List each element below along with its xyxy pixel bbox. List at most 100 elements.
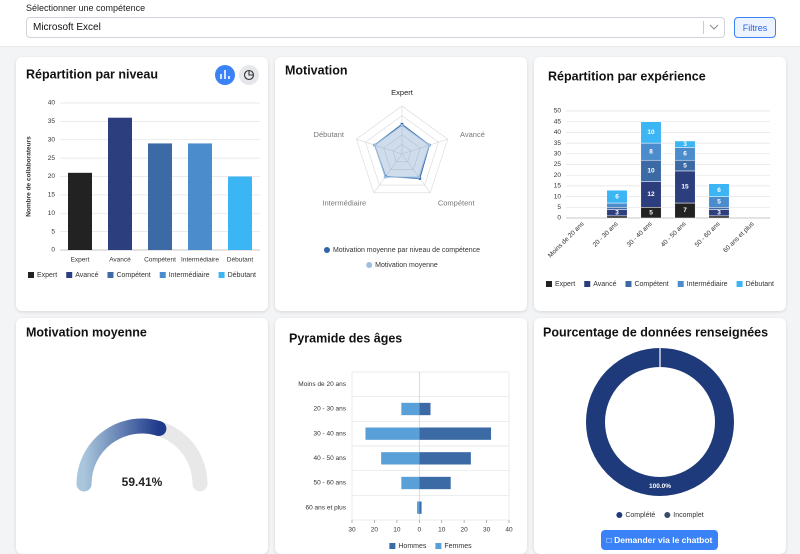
x-tick-label: 60 ans et plus [722, 220, 756, 254]
x-tick-label: 10 [393, 527, 401, 534]
legend-label: Avancé [593, 281, 616, 288]
legend-marker [616, 512, 623, 518]
radar-ring [392, 144, 412, 163]
radar-spoke [401, 138, 448, 155]
chart: Motivation moyenne 59.41% [26, 325, 208, 492]
bar-segment [708, 183, 730, 197]
bar-segment [606, 202, 628, 208]
y-tick-label: 40 - 50 ans [313, 455, 346, 462]
axis-label: Avancé [460, 130, 485, 139]
y-tick-label: 20 [48, 173, 56, 180]
legend-label: Débutant [228, 272, 256, 279]
legend-label: Débutant [746, 281, 774, 288]
legend-label: Hommes [398, 543, 427, 550]
x-tick-label: 30 [348, 527, 356, 534]
bar [417, 501, 420, 514]
y-tick-label: 30 - 40 ans [313, 430, 346, 437]
chart-title: Pyramide des âges [289, 331, 402, 345]
y-tick-label: 25 [48, 155, 56, 162]
pie-view-button[interactable] [239, 65, 259, 85]
bar-segment [606, 207, 628, 210]
axis-label: Débutant [314, 130, 345, 139]
y-tick-label: 10 [48, 210, 56, 217]
card: Motivation Expert Avancé Compétent Intermédi… [275, 57, 527, 311]
chart-title: Pourcentage de données renseignées [543, 325, 768, 339]
data-label: 8 [649, 148, 653, 155]
legend-marker [584, 281, 591, 287]
select-separator [703, 21, 704, 34]
x-tick-label: Compétent [144, 257, 176, 264]
x-tick-label: 30 - 40 ans [626, 220, 654, 248]
donut-segment [586, 348, 734, 496]
y-tick-label: 10 [554, 193, 562, 200]
x-tick-label: 40 [505, 527, 513, 534]
skill-select[interactable]: Microsoft Excel [26, 17, 725, 38]
gauge-label: 59.41% [122, 475, 163, 489]
card: Motivation moyenne 59.41% [16, 318, 268, 554]
legend-marker [159, 272, 166, 278]
legend-marker [28, 272, 34, 278]
data-label: 3 [717, 209, 721, 216]
legend-label: Compétent [116, 272, 150, 279]
chart: Répartition par niveau 0 5 10 15 20 25 30 35 40 No… [26, 65, 260, 279]
bar [419, 427, 492, 440]
data-label: 6 [683, 151, 687, 158]
radar-spoke [356, 138, 403, 155]
bar-segment [708, 207, 730, 210]
x-tick-label: Intermédiaire [181, 257, 219, 264]
x-tick-label: Moins de 20 ans [547, 220, 586, 259]
chart-title: Motivation [285, 63, 348, 77]
legend-label: Compétent [634, 281, 668, 288]
bar-segment [640, 121, 662, 144]
radar-ring [355, 105, 449, 194]
chatbot-button[interactable]: □ Demander via le chatbot [601, 530, 718, 550]
legend-marker [546, 281, 552, 287]
y-tick-label: 25 [554, 161, 562, 168]
legend: Hommes Femmes [389, 543, 472, 550]
legend-label: Intermédiaire [169, 272, 210, 279]
data-label: 5 [717, 199, 721, 206]
y-tick-label: 30 [48, 136, 56, 143]
bar [148, 143, 172, 250]
legend-label: Femmes [444, 543, 472, 550]
filter-bar: Sélectionner une compétence Microsoft Ex… [0, 0, 800, 47]
bar-view-button[interactable] [215, 65, 235, 85]
legend-marker [107, 272, 114, 278]
y-tick-label: 15 [48, 192, 56, 199]
radar-spoke [401, 153, 431, 194]
data-label: 15 [681, 184, 689, 191]
x-tick-label: Débutant [227, 257, 254, 264]
y-tick-label: 35 [48, 118, 56, 125]
data-label: 100.0% [649, 483, 671, 490]
bar [365, 427, 420, 440]
chevron-icon [709, 24, 719, 30]
legend-marker [66, 272, 73, 278]
legend-label: Motivation moyenne [375, 262, 438, 269]
bar [401, 476, 420, 490]
legend: Complété Incomplet [616, 512, 704, 519]
data-label: 10 [647, 129, 655, 136]
radar-point [427, 143, 431, 147]
bar [108, 117, 132, 250]
bar [419, 402, 431, 416]
filter-button[interactable]: Filtres [734, 17, 776, 38]
bar [419, 476, 451, 490]
bar-segment [606, 189, 628, 204]
legend-marker [736, 281, 743, 287]
chart-title: Motivation moyenne [26, 325, 147, 339]
radar-spoke [373, 153, 403, 194]
legend-marker [435, 543, 442, 549]
selected-skill: Microsoft Excel [33, 22, 101, 33]
radar-point [383, 175, 387, 179]
y-tick-label: 40 [48, 100, 56, 107]
radar-point [373, 143, 377, 147]
x-tick-label: 50 - 60 ans [694, 220, 722, 248]
legend-marker [664, 512, 671, 518]
y-tick-label: 50 [554, 108, 562, 115]
x-tick-label: Avancé [109, 257, 131, 264]
legend: Expert Avancé Compétent Intermédiaire Débuta… [546, 281, 774, 288]
data-label: 5 [683, 162, 687, 169]
y-tick-label: 20 [554, 172, 562, 179]
legend-label: Expert [555, 281, 575, 288]
gauge-value [76, 418, 167, 492]
